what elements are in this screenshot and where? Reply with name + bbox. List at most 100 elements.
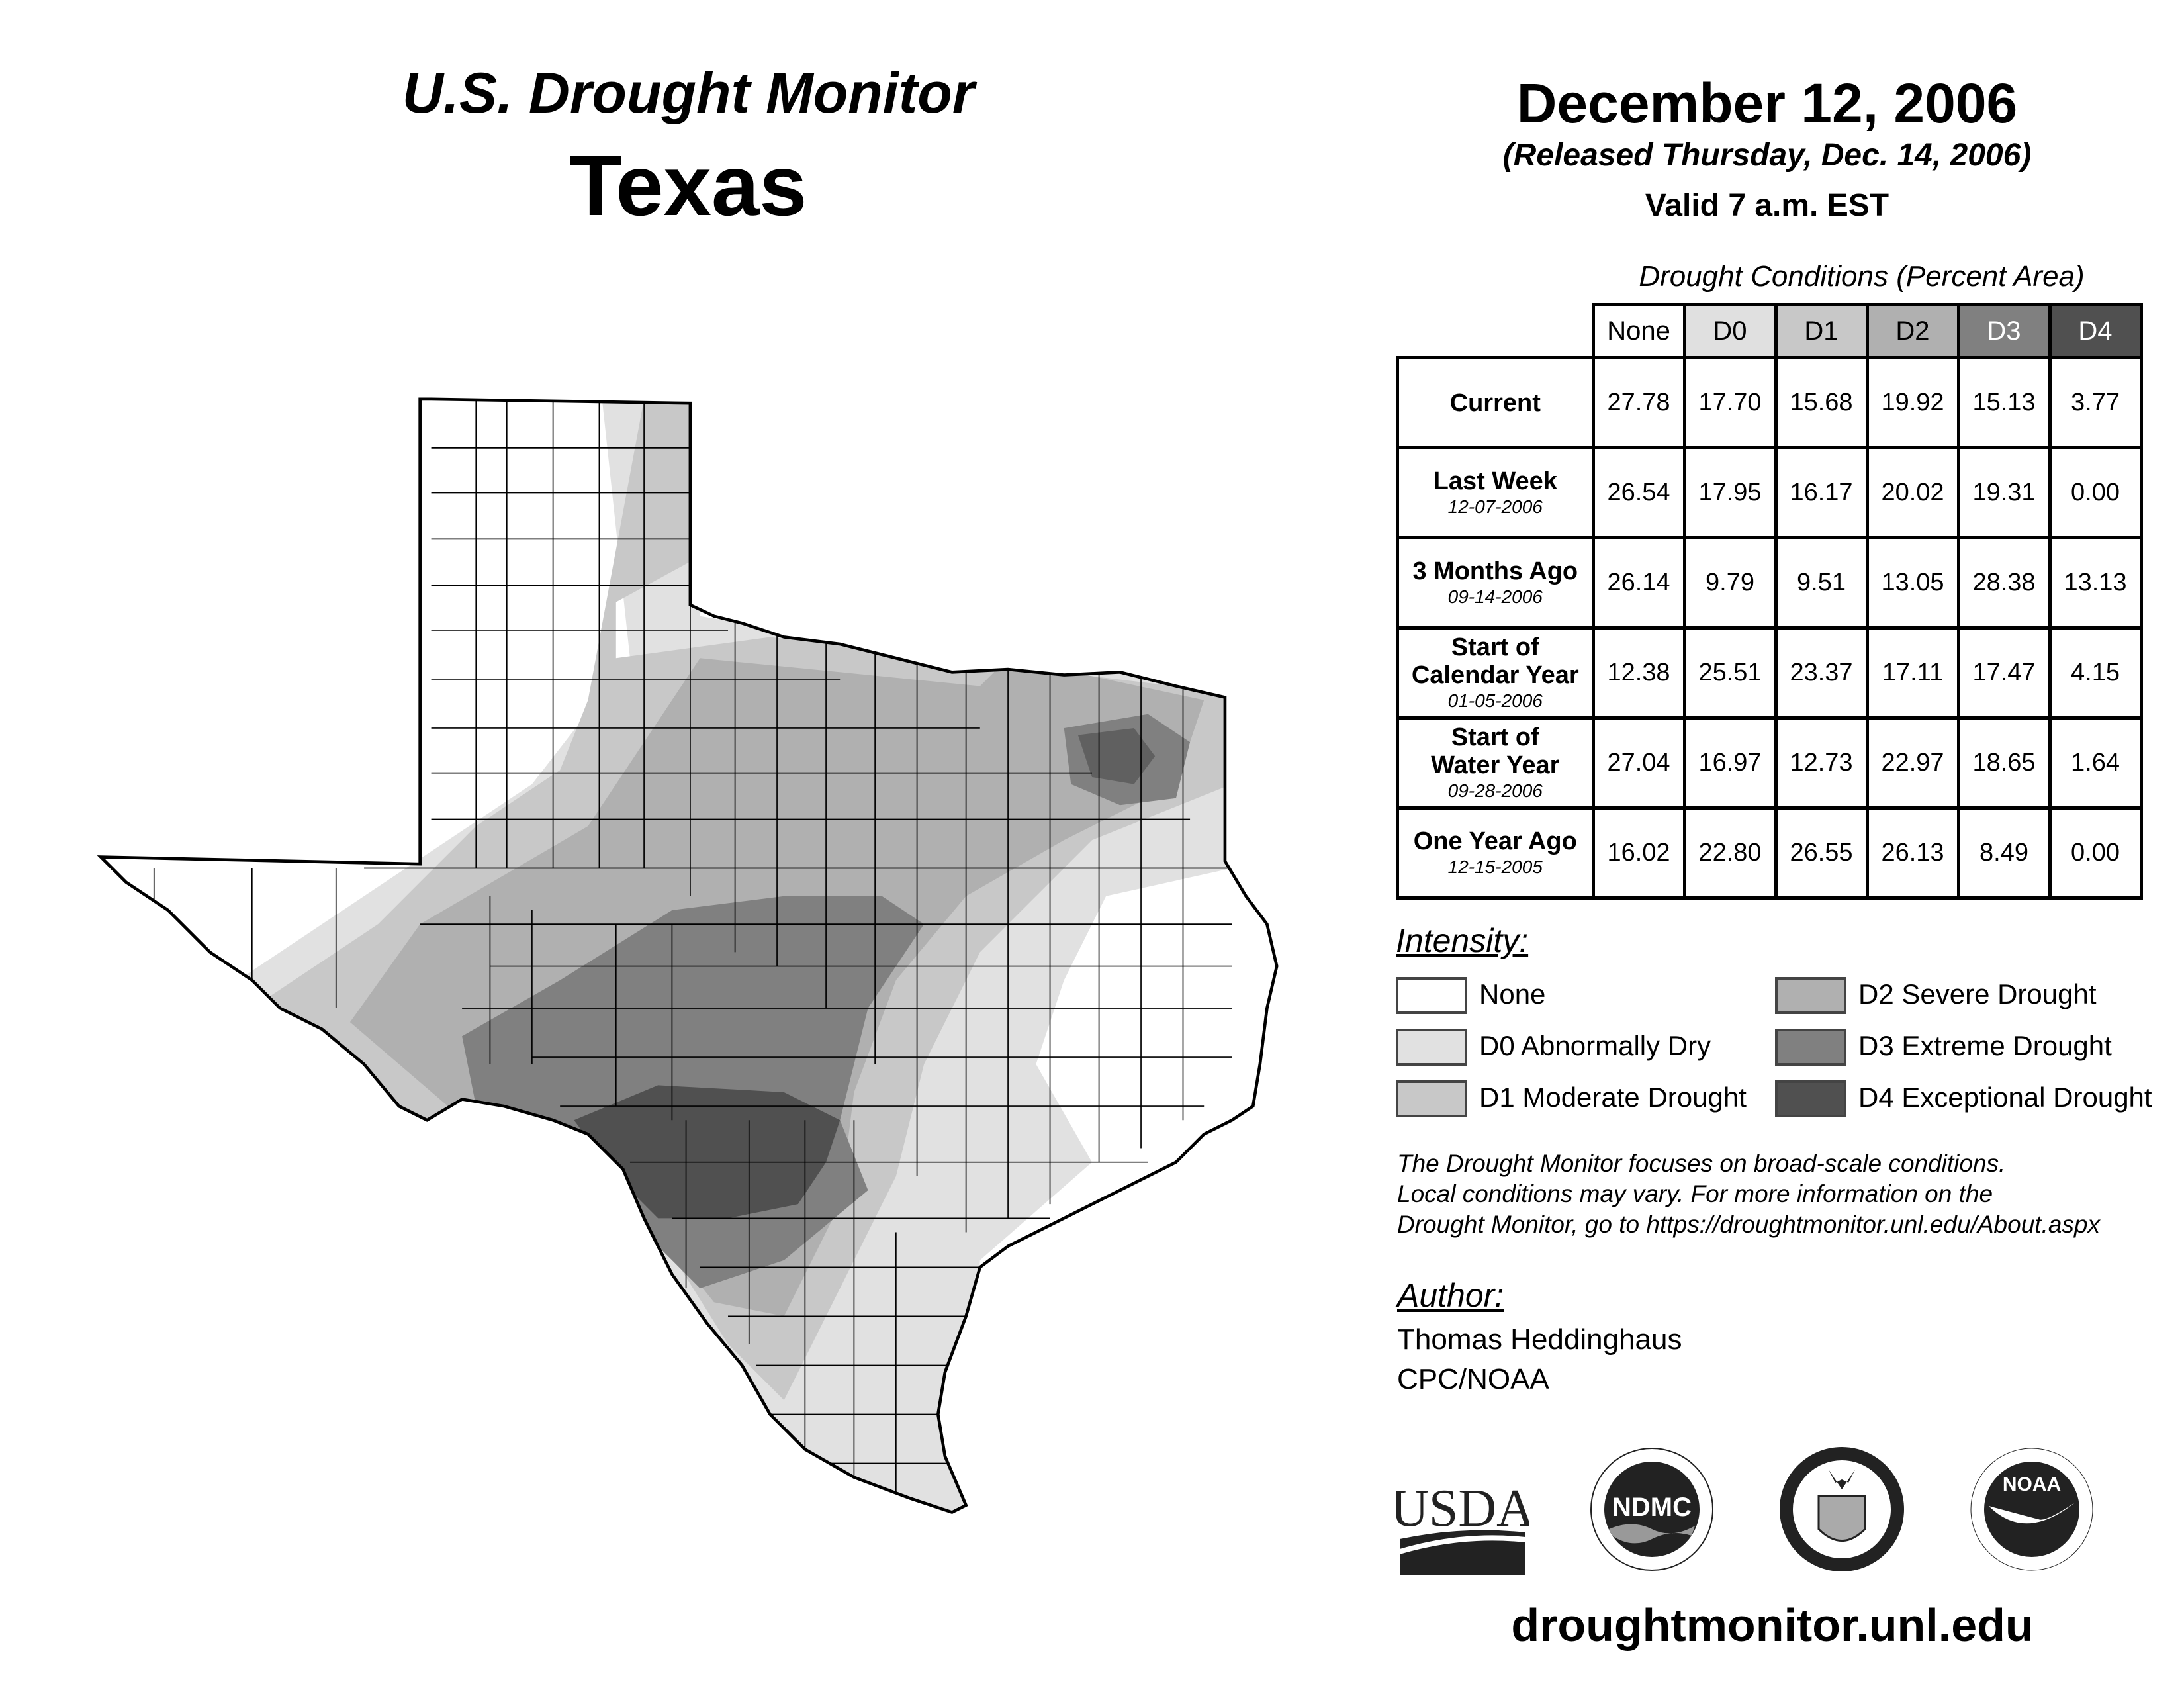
header-blank — [1397, 304, 1595, 359]
row-label-text: One Year Ago — [1413, 827, 1577, 855]
table-row: Current 27.78 17.70 15.68 19.92 15.13 3.77 — [1396, 356, 2143, 449]
zone-d4-northeast — [1077, 727, 1156, 784]
row-date: 09-28-2006 — [1447, 780, 1543, 801]
map-date: December 12, 2006 — [1516, 72, 2018, 134]
svg-text:NDMC: NDMC — [1612, 1493, 1692, 1522]
table-cell-none: 26.54 — [1591, 446, 1686, 539]
table-cell-none: 27.04 — [1591, 716, 1686, 810]
table-cell-d4: 1.64 — [2048, 716, 2143, 810]
disclaimer-note: The Drought Monitor focuses on broad-sca… — [1397, 1149, 2100, 1240]
col-d4: D4 — [2048, 303, 2143, 359]
table-cell-d1: 16.17 — [1774, 446, 1869, 539]
county-lines — [153, 399, 1232, 1499]
legend-label: D1 Moderate Drought — [1479, 1082, 1747, 1113]
table-cell-d0: 17.95 — [1682, 446, 1778, 539]
table-cell-d2: 19.92 — [1865, 356, 1960, 449]
zone-d4 — [574, 1085, 841, 1219]
table-cell-d1: 23.37 — [1774, 626, 1869, 720]
table-cell-d4: 0.00 — [2048, 446, 2143, 539]
note-line: Local conditions may vary. For more info… — [1397, 1180, 1993, 1207]
note-line: The Drought Monitor focuses on broad-sca… — [1397, 1150, 2006, 1177]
row-label: Start of Water Year 09-28-2006 — [1396, 716, 1595, 810]
table-cell-d1: 9.51 — [1774, 536, 1869, 630]
row-label-text: Start of Water Year — [1431, 723, 1560, 779]
legend-label: D2 Severe Drought — [1858, 978, 2097, 1009]
table-cell-none: 27.78 — [1591, 356, 1686, 449]
row-label: Current — [1396, 356, 1595, 449]
noaa-logo: NOAA — [1970, 1448, 2093, 1571]
legend-label: D0 Abnormally Dry — [1479, 1030, 1711, 1061]
table-cell-none: 12.38 — [1591, 626, 1686, 720]
row-label-text: Start of Calendar Year — [1411, 633, 1579, 689]
table-cell-d0: 25.51 — [1682, 626, 1778, 720]
table-cell-d3: 8.49 — [1956, 806, 2052, 900]
row-date: 09-14-2006 — [1447, 586, 1543, 607]
author-block: Thomas Heddinghaus CPC/NOAA — [1397, 1320, 1682, 1399]
table-cell-d0: 22.80 — [1682, 806, 1778, 900]
author-org: CPC/NOAA — [1397, 1363, 1549, 1395]
table-cell-none: 16.02 — [1591, 806, 1686, 900]
table-cell-d4: 0.00 — [2048, 806, 2143, 900]
usda-logo: USDA — [1396, 1479, 1529, 1575]
table-cell-d2: 22.97 — [1865, 716, 1960, 810]
row-label-text: Last Week — [1433, 467, 1557, 495]
svg-text:NOAA: NOAA — [2003, 1474, 2061, 1495]
table-cell-d3: 15.13 — [1956, 356, 2052, 449]
table-row: Start of Water Year 09-28-2006 27.04 16.97 1… — [1396, 716, 2143, 810]
drought-conditions-table: None D0 D1 D2 D3 D4 Current 27.78 17.70 15.… — [1396, 303, 2143, 900]
table-cell-d0: 9.79 — [1682, 536, 1778, 630]
legend-title: Intensity: — [1396, 922, 1529, 959]
row-label: 3 Months Ago 09-14-2006 — [1396, 536, 1595, 630]
row-label-text: Current — [1449, 389, 1541, 417]
col-d0: D0 — [1682, 303, 1778, 359]
table-cell-d4: 3.77 — [2048, 356, 2143, 449]
table-cell-d4: 4.15 — [2048, 626, 2143, 720]
row-date: 12-15-2005 — [1447, 856, 1543, 877]
legend-swatch — [1396, 977, 1467, 1014]
table-cell-d1: 26.55 — [1774, 806, 1869, 900]
release-date: (Released Thursday, Dec. 14, 2006) — [1502, 138, 2032, 173]
table-cell-d2: 20.02 — [1865, 446, 1960, 539]
row-label: Start of Calendar Year 01-05-2006 — [1396, 626, 1595, 720]
col-d1: D1 — [1774, 303, 1869, 359]
row-label: Last Week 12-07-2006 — [1396, 446, 1595, 539]
table-row: 3 Months Ago 09-14-2006 26.14 9.79 9.51 13.05… — [1396, 536, 2143, 630]
table-row: Last Week 12-07-2006 26.54 17.95 16.17 20.02 1… — [1396, 446, 2143, 539]
table-title: Drought Conditions (Percent Area) — [1639, 260, 2085, 293]
row-label: One Year Ago 12-15-2005 — [1396, 806, 1595, 900]
website-url[interactable]: droughtmonitor.unl.edu — [1511, 1599, 2034, 1651]
legend-swatch — [1775, 977, 1846, 1014]
table-row: One Year Ago 12-15-2005 16.02 22.80 26.55 26.… — [1396, 806, 2143, 900]
legend-label: D4 Exceptional Drought — [1858, 1082, 2152, 1113]
table-cell-d2: 17.11 — [1865, 626, 1960, 720]
table-cell-d1: 15.68 — [1774, 356, 1869, 449]
department-of-commerce-seal — [1780, 1447, 1904, 1571]
col-d3: D3 — [1956, 303, 2052, 359]
row-date: 12-07-2006 — [1447, 496, 1543, 517]
note-line: Drought Monitor, go to https://droughtmo… — [1397, 1211, 2100, 1238]
table-row: Start of Calendar Year 01-05-2006 12.38 25.… — [1396, 626, 2143, 720]
legend-swatch — [1775, 1029, 1846, 1066]
table-cell-d1: 12.73 — [1774, 716, 1869, 810]
svg-text:USDA: USDA — [1396, 1479, 1529, 1538]
ndmc-logo: NDMC — [1590, 1448, 1713, 1571]
legend-swatch — [1396, 1080, 1467, 1117]
state-name: Texas — [569, 137, 807, 234]
table-cell-d2: 13.05 — [1865, 536, 1960, 630]
legend-label: None — [1479, 978, 1546, 1009]
row-label-text: 3 Months Ago — [1412, 557, 1578, 585]
table-cell-d0: 17.70 — [1682, 356, 1778, 449]
table-cell-d0: 16.97 — [1682, 716, 1778, 810]
col-none: None — [1591, 303, 1686, 359]
legend-swatch — [1775, 1080, 1846, 1117]
author-heading: Author: — [1397, 1277, 1504, 1314]
table-header-row: None D0 D1 D2 D3 D4 — [1397, 303, 2143, 359]
valid-time: Valid 7 a.m. EST — [1645, 188, 1889, 223]
author-name: Thomas Heddinghaus — [1397, 1323, 1682, 1356]
legend-swatch — [1396, 1029, 1467, 1066]
map-title: U.S. Drought Monitor — [402, 62, 975, 125]
table-cell-none: 26.14 — [1591, 536, 1686, 630]
table-cell-d4: 13.13 — [2048, 536, 2143, 630]
table-cell-d3: 17.47 — [1956, 626, 2052, 720]
table-cell-d3: 18.65 — [1956, 716, 2052, 810]
